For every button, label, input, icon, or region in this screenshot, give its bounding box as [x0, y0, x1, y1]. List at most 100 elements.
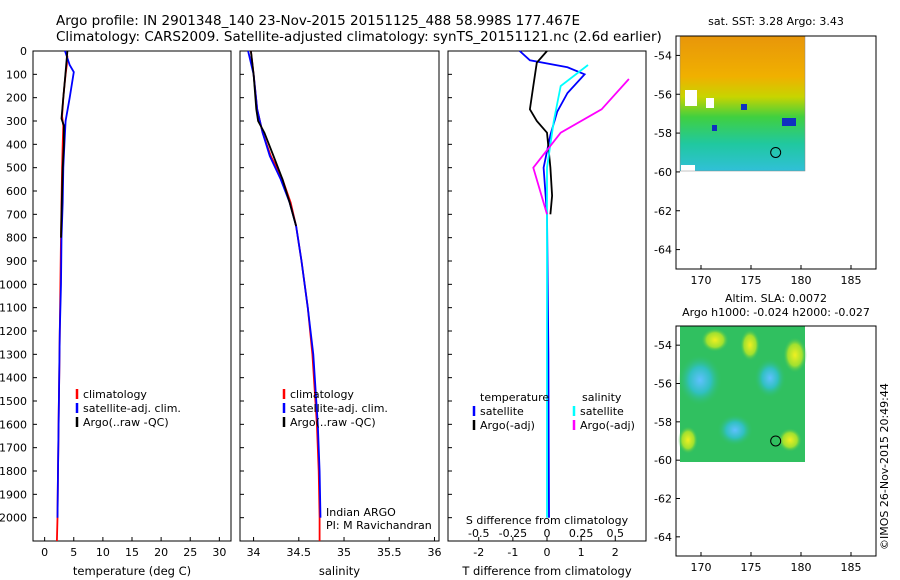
sla-high-anomaly: [778, 428, 802, 452]
map-x-tick-label: 175: [741, 274, 762, 287]
legend-label: Argo(..raw -QC): [290, 416, 376, 429]
annotation-text: PI: M Ravichandran: [326, 519, 432, 532]
depth-tick-label: 1800: [0, 465, 27, 478]
depth-tick-label: 200: [6, 92, 27, 105]
map-title: sat. SST: 3.28 Argo: 3.43: [708, 15, 844, 28]
legend-label: Argo(..raw -QC): [83, 416, 169, 429]
map-y-tick-label: -58: [654, 127, 672, 140]
secondary-tick-label: -0.25: [499, 527, 527, 540]
sst-heatmap-field: [680, 36, 805, 171]
depth-tick-label: 1700: [0, 442, 27, 455]
salinity-panel-frame: [239, 50, 440, 542]
x-tick-label: 35: [337, 546, 351, 559]
x-axis-label: T difference from climatology: [461, 564, 632, 578]
map-y-tick-label: -58: [654, 416, 672, 429]
series-line: [250, 50, 297, 227]
secondary-axis-label: S difference from climatology: [466, 514, 629, 527]
sla-high-anomaly: [701, 328, 729, 352]
difference-panel: -2 -1 0 1 2 T difference from climatology temp…: [461, 50, 635, 578]
x-tick-label: 10: [96, 546, 110, 559]
argo-location-marker: [770, 435, 782, 447]
x-axis-label: temperature (deg C): [73, 564, 191, 578]
annotation-text: Indian ARGO: [326, 506, 396, 519]
map-x-tick-label: 170: [691, 274, 712, 287]
depth-tick-label: 500: [6, 162, 27, 175]
x-tick-label: -1: [507, 546, 518, 559]
map-y-tick-label: -64: [654, 531, 672, 544]
depth-tick-label: 1500: [0, 395, 27, 408]
x-tick-label: 25: [183, 546, 197, 559]
x-tick-label: 15: [125, 546, 139, 559]
x-tick-label: 36: [427, 546, 441, 559]
legend-label: satellite-adj. clim.: [290, 402, 388, 415]
sla-low-anomaly: [678, 354, 722, 406]
x-tick-label: 1: [578, 546, 585, 559]
map-y-tick-label: -56: [654, 378, 672, 391]
sla-map-frame: [675, 325, 877, 557]
sst-missing-patch: [685, 90, 697, 106]
depth-tick-label: 100: [6, 68, 27, 81]
sst-cold-spot: [782, 118, 796, 126]
map-y-tick-label: -62: [654, 493, 672, 506]
depth-axis: 0 100 200 300 400 500 600 700 800 900 1000 1100 1200…: [0, 45, 452, 525]
map-y-tick-label: -60: [654, 454, 672, 467]
legend-label: Argo(-adj): [580, 419, 635, 432]
depth-tick-label: 800: [6, 232, 27, 245]
depth-tick-label: 1000: [0, 278, 27, 291]
depth-tick-label: 1400: [0, 372, 27, 385]
depth-tick-label: 1300: [0, 348, 27, 361]
map-x-tick-label: 170: [691, 561, 712, 574]
x-axis-label: salinity: [319, 564, 360, 578]
legend-label: climatology: [83, 388, 147, 401]
depth-tick-label: 1600: [0, 418, 27, 431]
x-tick-label: 30: [212, 546, 226, 559]
sst-map-axes: 170 175 180 185 -54 -56 -58 -60 -62 -64 sat. SST: …: [654, 15, 861, 287]
map-x-tick-label: 185: [841, 274, 862, 287]
series-line: [56, 50, 75, 518]
figure-title-line2: Climatology: CARS2009. Satellite-adjuste…: [56, 29, 662, 45]
sla-high-anomaly: [678, 426, 698, 454]
figure-title-line1: Argo profile: IN 2901348_140 23-Nov-2015…: [56, 13, 580, 29]
series-line: [519, 50, 587, 518]
series-line: [546, 64, 589, 518]
series-line: [532, 78, 630, 215]
sla-high-anomaly: [783, 337, 807, 373]
secondary-tick-label: 0.25: [569, 527, 594, 540]
map-y-tick-label: -54: [654, 339, 672, 352]
sla-map: [675, 325, 877, 557]
sla-low-anomaly: [717, 414, 753, 446]
x-tick-label: 20: [154, 546, 168, 559]
legend-label: satellite: [480, 405, 524, 418]
secondary-tick-label: 0.5: [607, 527, 625, 540]
sla-low-anomaly: [754, 358, 786, 398]
depth-tick-label: 1100: [0, 302, 27, 315]
map-y-tick-label: -64: [654, 244, 672, 257]
depth-tick-label: 1200: [0, 325, 27, 338]
legend-label: satellite-adj. clim.: [83, 402, 181, 415]
map-y-tick-label: -60: [654, 166, 672, 179]
sla-map-axes: 170 175 180 185 -54 -56 -58 -60 -62 -64 Altim. SLA…: [654, 292, 870, 574]
x-tick-label: 34.5: [287, 546, 312, 559]
sst-missing-patch: [706, 98, 714, 108]
map-x-tick-label: 175: [741, 561, 762, 574]
legend-title: salinity: [582, 391, 622, 404]
legend-label: satellite: [580, 405, 624, 418]
depth-tick-label: 600: [6, 185, 27, 198]
depth-tick-label: 2000: [0, 512, 27, 525]
secondary-tick-label: -0.5: [468, 527, 489, 540]
depth-tick-label: 300: [6, 115, 27, 128]
map-subtitle: Argo h1000: -0.024 h2000: -0.027: [682, 306, 870, 319]
sst-map: [675, 35, 877, 270]
salinity-panel: 34 34.5 35 35.5 36 salinity climatologysatelli…: [247, 50, 441, 578]
x-tick-label: 5: [70, 546, 77, 559]
map-x-tick-label: 180: [791, 274, 812, 287]
legend-title: temperature: [480, 391, 549, 404]
depth-tick-label: 1900: [0, 488, 27, 501]
x-tick-label: 0: [544, 546, 551, 559]
depth-tick-label: 700: [6, 208, 27, 221]
x-tick-label: 34: [247, 546, 261, 559]
x-tick-label: -2: [473, 546, 484, 559]
depth-tick-label: 900: [6, 255, 27, 268]
map-x-tick-label: 180: [791, 561, 812, 574]
